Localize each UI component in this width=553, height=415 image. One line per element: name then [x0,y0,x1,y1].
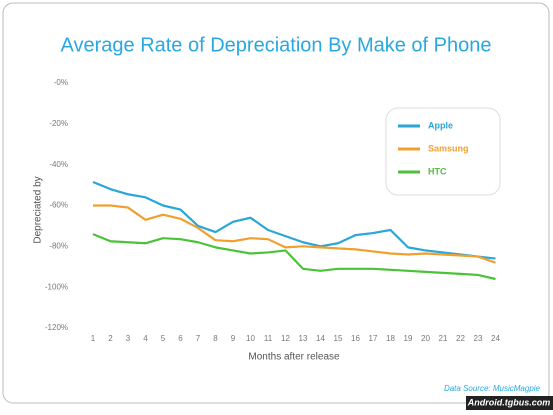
watermark-bg [466,396,553,410]
y-tick-label: -60% [49,201,68,210]
y-tick-label: -120% [45,323,68,332]
y-tick-label: -0% [54,78,68,87]
line [93,204,496,264]
x-tick-label: 21 [439,334,448,343]
x-tick-label: 7 [196,334,201,343]
legend-label: Apple [428,120,453,130]
watermark: Android.tgbus.com [467,397,551,407]
legend-label: HTC [428,166,447,176]
x-tick-label: 2 [108,334,113,343]
x-tick-label: 6 [178,334,183,343]
x-tick-label: 3 [126,334,131,343]
x-tick-label: 9 [231,334,236,343]
frame [2,2,550,404]
y-axis-label: Depreciated by [33,176,44,243]
x-tick-label: 19 [404,334,413,343]
x-tick-label: 14 [316,334,325,343]
x-tick-label: 23 [474,334,483,343]
x-tick-label: 4 [143,334,148,343]
source: Data Source: MusicMagpie [444,384,541,393]
x-tick-label: 17 [369,334,378,343]
x-tick-label: 13 [299,334,308,343]
x-tick-label: 1 [91,334,96,343]
line [92,233,496,281]
x-tick-label: 11 [264,334,273,343]
x-tick-label: 22 [456,334,465,343]
chart-title: Average Rate of Depreciation By Make of … [61,34,492,56]
x-tick-label: 5 [161,334,166,343]
x-tick-label: 15 [334,334,343,343]
x-tick-label: 8 [213,334,218,343]
x-tick-label: 18 [386,334,395,343]
line [92,181,496,260]
y-tick-label: -100% [45,282,68,291]
y-tick-label: -80% [49,241,68,250]
legend-label: Samsung [428,143,469,153]
x-tick-label: 24 [491,334,500,343]
y-tick-label: -40% [49,160,68,169]
x-tick-label: 16 [351,334,360,343]
x-tick-label: 10 [246,334,255,343]
x-tick-label: 20 [421,334,430,343]
x-axis-label: Months after release [248,352,340,363]
y-tick-label: -20% [49,119,68,128]
x-tick-label: 12 [281,334,290,343]
